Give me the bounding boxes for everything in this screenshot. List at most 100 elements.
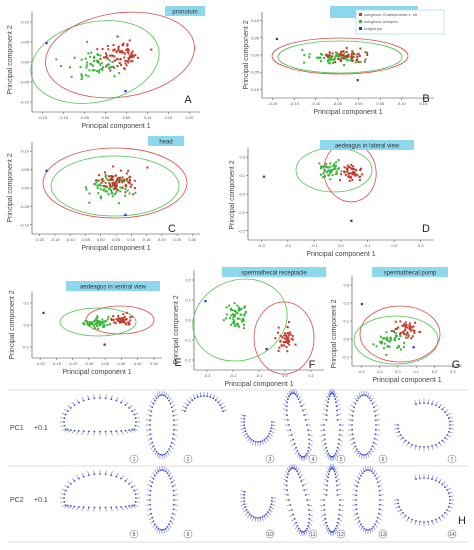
deformation-vector (447, 412, 451, 416)
deformation-vector (354, 479, 359, 483)
chaetocnema-point (408, 324, 411, 327)
chaetocnema-point (357, 52, 360, 55)
deformation-vector (369, 451, 372, 456)
chaetocnema-point (282, 334, 285, 337)
deformation-vector (352, 400, 356, 404)
deformation-vector (110, 471, 113, 476)
deformation-vector (372, 400, 376, 404)
chaetocnema-point (403, 332, 406, 335)
udorpes-point (82, 322, 85, 325)
udorpes-point (327, 169, 330, 172)
deformation-vector (324, 474, 329, 478)
deformation-vector (294, 525, 298, 530)
deformation-vector (308, 447, 312, 451)
chaetocnema-point (112, 44, 115, 47)
deformation-vector (360, 526, 363, 531)
deformation-vector (309, 443, 313, 447)
scatter-panel-f: -0.3 -0.2 -0.1 0.0 0.1 0.2 0.1 0.0 -0.1 -0.2 Princ… (173, 267, 326, 388)
chaetocnema-point (104, 56, 107, 59)
udorpes-point (364, 51, 367, 54)
chaetocnema-point (122, 313, 125, 316)
deformation-vector (358, 392, 361, 397)
panel-title-box (66, 281, 160, 291)
deformation-vector (131, 429, 136, 432)
udorpes-point (107, 179, 110, 182)
deformation-vector (271, 500, 276, 503)
deformation-vector (301, 403, 305, 407)
chaetocnema-point (344, 171, 347, 174)
chaetocnema-point (117, 177, 120, 180)
y-tick-label: 0.0 (185, 318, 191, 323)
chaetocnema-point (355, 169, 358, 172)
deformation-vector (406, 517, 409, 522)
chaetocnema-point (291, 334, 294, 337)
chaetocnema-point (405, 323, 408, 326)
udorpes-point (329, 162, 332, 165)
chaetocnema-point (146, 166, 149, 169)
chaetocnema-point (123, 56, 126, 59)
deformation-vector (299, 474, 303, 478)
udorpes-point (95, 322, 98, 325)
udorpes-point (96, 187, 99, 190)
udorpes-point (338, 167, 341, 170)
chaetocnema-point (114, 322, 117, 325)
deformation-vector (146, 419, 151, 421)
deformation-vector (241, 430, 246, 434)
udorpes-point (350, 54, 353, 57)
chaetocnema-point (356, 55, 359, 58)
chaetocnema-point (126, 43, 129, 46)
udorpes-point (385, 338, 388, 341)
deformation-vector (358, 453, 361, 458)
deformation-vector (334, 392, 337, 397)
deformation-vector (152, 472, 156, 476)
deformation-vector (105, 431, 107, 436)
deformation-vector (64, 485, 69, 488)
deformation-vector (302, 408, 307, 411)
chaetocnema-point (130, 183, 133, 186)
deformation-vector (339, 429, 344, 431)
udorpes-point (110, 190, 113, 193)
deformation-vector (376, 521, 380, 525)
x-tick-label: 0.10 (127, 237, 136, 242)
udorpes-point (333, 165, 336, 168)
chaetocnema-point (350, 52, 353, 55)
udorpes-point (388, 345, 391, 348)
udorpes-point (106, 323, 109, 326)
y-axis-title: Principal component 2 (229, 160, 236, 229)
deformation-vector (442, 481, 446, 485)
landmark-shape (320, 389, 344, 461)
x-tick-label: -0.2 (284, 243, 292, 248)
deformation-vector (67, 429, 72, 433)
x-tick-label: 0.0 (395, 369, 401, 374)
udorpes-point (319, 60, 322, 63)
deformation-vector (447, 487, 451, 491)
scatter-panel-a: -0.15 -0.10 -0.05 0.00 0.05 0.10 0.15 0.20 0.10 0… (7, 6, 205, 130)
chaetocnema-point (132, 193, 135, 196)
udorpes-point (237, 325, 240, 328)
deformation-vector (377, 517, 382, 521)
udorpes-point (386, 338, 389, 341)
udorpes-point (108, 59, 111, 62)
udorpes-point (320, 165, 323, 168)
chaetocnema-point (131, 53, 134, 56)
deformation-vector (64, 409, 69, 412)
udorpes-point (328, 53, 331, 56)
chaetocnema-point (129, 175, 132, 178)
panel-title: aedeagus in lateral view (335, 143, 400, 149)
legend-swatch (359, 20, 362, 23)
deformation-vector (120, 399, 124, 403)
panel-title: head (159, 139, 172, 145)
deformation-vector (173, 504, 178, 506)
deformation-vector (148, 479, 153, 483)
deformation-vector (262, 516, 264, 521)
chaetocnema-point (112, 66, 115, 69)
udorpes-point (125, 179, 128, 182)
chaetocnema-point (350, 55, 353, 58)
deformation-vector (120, 430, 124, 435)
udorpes-point (97, 321, 100, 324)
deformation-vector (335, 453, 338, 458)
deformation-vector (322, 488, 327, 491)
deformation-vector (264, 515, 267, 520)
deformation-vector (173, 429, 178, 431)
chaetocnema-point (118, 320, 121, 323)
